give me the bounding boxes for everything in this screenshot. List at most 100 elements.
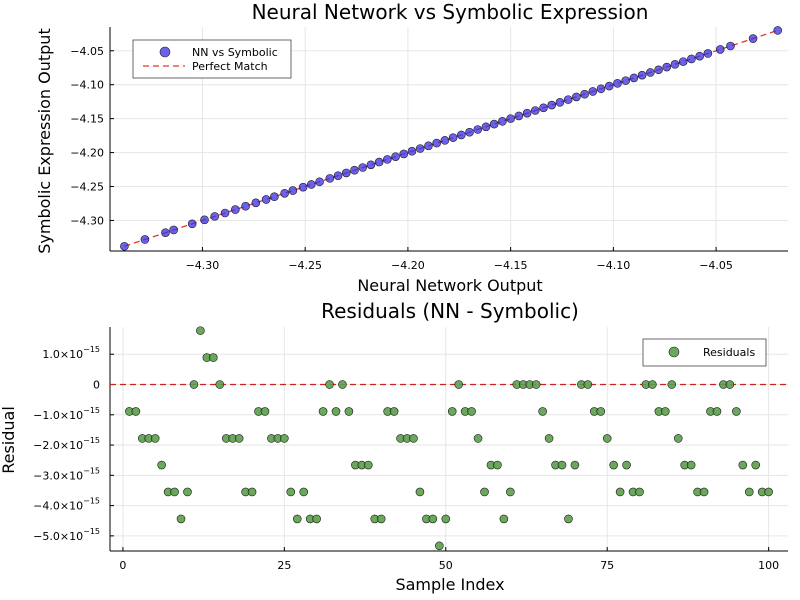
bottom-y-tick-label: 1.0×10−15 (42, 345, 100, 361)
nn-vs-symbolic-point (547, 100, 557, 110)
nn-vs-symbolic-point (350, 165, 359, 175)
residual-point (725, 380, 735, 389)
residual-point (209, 353, 218, 362)
nn-vs-symbolic-point (506, 114, 515, 123)
residual-point (150, 434, 160, 443)
nn-vs-symbolic-point (448, 133, 458, 142)
residual-point (196, 326, 205, 335)
nn-vs-symbolic-point (726, 41, 735, 51)
nn-vs-symbolic-point (307, 180, 316, 189)
residual-point (299, 487, 309, 497)
nn-vs-symbolic-point (703, 49, 713, 58)
nn-vs-symbolic-point (261, 195, 271, 204)
nn-vs-symbolic-point (270, 192, 279, 201)
nn-vs-symbolic-point (333, 171, 343, 180)
bottom-tick-labels: 0 25 50 75 100 1.0×10−15 0 −1.0×10−15 −2.0×10−15… (33, 345, 779, 572)
nn-vs-symbolic-point (407, 146, 417, 156)
residual-point (325, 380, 334, 389)
top-x-tick-label: −4.15 (494, 259, 528, 272)
residual-point (615, 487, 625, 497)
residual-point (538, 407, 547, 416)
nn-vs-symbolic-point (530, 106, 540, 115)
nn-vs-symbolic-point (654, 65, 663, 75)
nn-vs-symbolic-point (498, 117, 507, 126)
top-legend: NN vs Symbolic Perfect Match (132, 39, 292, 79)
bottom-y-tick-label: −2.0×10−15 (33, 436, 100, 452)
residual-point (661, 407, 670, 416)
top-legend-box (132, 39, 292, 79)
nn-vs-symbolic-point (514, 111, 524, 121)
top-y-tick-label: −4.25 (70, 181, 104, 194)
residual-point (247, 487, 257, 497)
bottom-legend-marker (668, 346, 680, 358)
bottom-x-tick-label: 0 (119, 559, 126, 572)
top-points (120, 26, 783, 251)
bottom-y-tick-label: −4.0×10−15 (33, 497, 100, 513)
nn-vs-symbolic-point (646, 68, 655, 77)
residual-point (454, 380, 463, 389)
residual-point (176, 514, 186, 524)
residual-point (493, 460, 502, 470)
residual-point (363, 460, 373, 470)
nn-vs-symbolic-point (572, 92, 581, 102)
top-legend-label-nn: NN vs Symbolic (192, 46, 278, 59)
residual-point (686, 460, 696, 470)
residual-point (596, 407, 606, 416)
bottom-y-tick-label: −5.0×10−15 (33, 527, 100, 543)
residual-point (157, 460, 166, 470)
residual-point (732, 407, 741, 416)
residual-point (318, 407, 328, 416)
nn-vs-symbolic-point (161, 228, 170, 237)
residual-point (447, 407, 457, 416)
bottom-legend-label: Residuals (703, 346, 755, 359)
top-y-axis-label: Symbolic Expression Output (35, 28, 54, 253)
top-legend-label-perfect: Perfect Match (192, 60, 268, 73)
residual-point (764, 487, 773, 497)
top-axes (109, 27, 788, 252)
residual-point (673, 434, 683, 443)
top-y-tick-label: −4.10 (70, 79, 104, 92)
nn-vs-symbolic-point (432, 138, 441, 148)
top-x-axis-label: Neural Network Output (357, 276, 542, 295)
residual-point (480, 487, 489, 497)
nn-vs-symbolic-point (596, 84, 606, 94)
nn-vs-symbolic-point (440, 136, 450, 145)
bottom-points (125, 326, 773, 551)
nn-vs-symbolic-point (241, 201, 250, 211)
residual-point (564, 514, 573, 524)
top-x-tick-label: −4.10 (597, 259, 631, 272)
nn-vs-symbolic-point (424, 141, 433, 151)
bottom-x-tick-label: 25 (277, 559, 291, 572)
nn-vs-symbolic-point (120, 241, 129, 251)
bottom-axes (109, 327, 788, 552)
residual-point (441, 514, 451, 524)
nn-vs-symbolic-point (391, 152, 400, 161)
nn-vs-symbolic-point (374, 157, 384, 167)
nn-vs-symbolic-point (555, 98, 565, 107)
bottom-y-tick-label: −1.0×10−15 (33, 406, 100, 422)
bottom-legend: Residuals (642, 338, 767, 367)
bottom-y-tick-label: −3.0×10−15 (33, 466, 100, 482)
nn-vs-symbolic-point (200, 215, 209, 225)
residual-point (635, 487, 644, 497)
residual-point (583, 380, 593, 389)
residual-point (215, 380, 225, 389)
residual-point (338, 380, 347, 389)
nn-vs-symbolic-point (773, 26, 783, 35)
nn-vs-symbolic-point (539, 103, 548, 113)
bottom-x-axis-label: Sample Index (395, 575, 504, 594)
nn-vs-symbolic-point (288, 186, 298, 195)
nn-vs-symbolic-point (210, 212, 220, 221)
top-chart-title: Neural Network vs Symbolic Expression (252, 0, 649, 24)
bottom-y-tick-label: 0 (93, 379, 100, 392)
nn-vs-symbolic-point (280, 189, 289, 198)
nn-vs-symbolic-point (399, 149, 409, 159)
residual-point (260, 407, 270, 416)
top-y-tick-label: −4.30 (70, 214, 104, 227)
residual-point (467, 407, 476, 416)
nn-vs-symbolic-point (325, 174, 335, 183)
residual-point (544, 434, 554, 443)
nn-vs-symbolic-point (588, 87, 598, 96)
